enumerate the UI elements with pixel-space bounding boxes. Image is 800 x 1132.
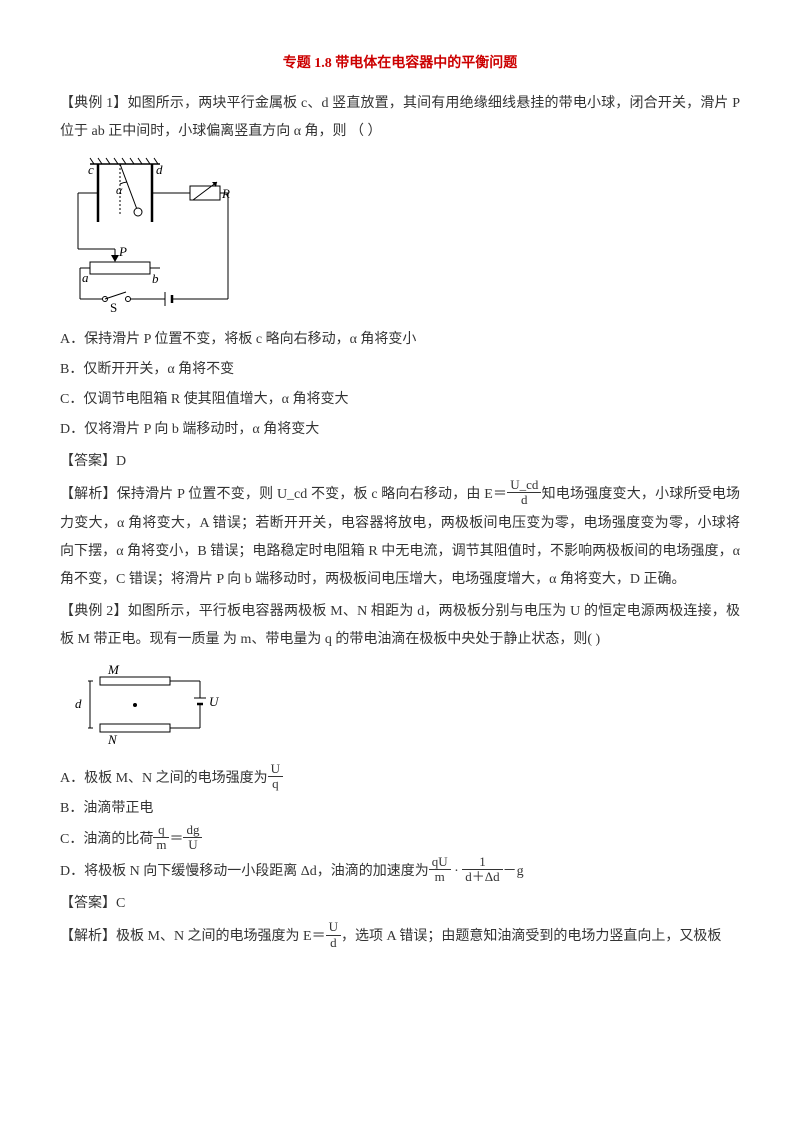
answer2: 【答案】C [60,890,740,918]
option-2b: B．油滴带正电 [60,795,740,823]
option-2a: A．极板 M、N 之间的电场强度为Uq [60,764,740,794]
option-2c-prefix: C．油滴的比荷 [60,832,153,847]
svg-text:c: c [88,162,94,177]
answer1: 【答案】D [60,448,740,476]
option-1c: C．仅调节电阻箱 R 使其阻值增大，α 角将变大 [60,386,740,414]
option-1b: B．仅断开开关，α 角将不变 [60,356,740,384]
option-2d-frac: qUm [429,855,451,885]
title-main: 带电体在电容器中的平衡问题 [335,56,517,71]
example1-text: 【典例 1】如图所示，两块平行金属板 c、d 竖直放置，其间有用绝缘细线悬挂的带… [60,90,740,146]
analysis1: 【解析】保持滑片 P 位置不变，则 U_cd 不变，板 c 略向右移动，由 E＝… [60,480,740,594]
svg-text:α: α [116,183,123,197]
analysis2-before: 极板 M、N 之间的电场强度为 E＝ [116,929,326,944]
analysis1-frac: U_cdd [507,478,541,508]
title-prefix: 专题 1.8 [283,56,336,71]
svg-text:a: a [82,270,89,285]
analysis2-label: 【解析】 [60,929,116,944]
svg-text:P: P [118,244,127,259]
option-2c: C．油滴的比荷qm＝dgU [60,825,740,855]
answer2-value: C [116,896,125,911]
option-1a: A．保持滑片 P 位置不变，将板 c 略向右移动，α 角将变小 [60,326,740,354]
analysis2-after: ，选项 A 错误；由题意知油滴受到的电场力竖直向上，又极板 [341,929,721,944]
svg-text:N: N [107,732,118,747]
option-2d-frac2: 1d＋Δd [462,855,502,885]
svg-text:U: U [209,694,220,709]
option-2c-eq: ＝ [169,832,183,847]
option-2c-frac1: qm [153,823,169,853]
example2-label: 【典例 2】 [60,604,128,619]
svg-text:d: d [156,162,163,177]
page-title: 专题 1.8 带电体在电容器中的平衡问题 [60,50,740,78]
option-2d-prefix: D．将极板 N 向下缓慢移动一小段距离 Δd，油滴的加速度为 [60,864,429,879]
example2-body: 如图所示，平行板电容器两极板 M、N 相距为 d，两极板分别与电压为 U 的恒定… [60,604,740,647]
example1-label: 【典例 1】 [60,96,127,111]
svg-text:d: d [75,696,82,711]
analysis1-label: 【解析】 [60,487,117,502]
option-2a-frac: Uq [268,762,283,792]
analysis1-before: 保持滑片 P 位置不变，则 U_cd 不变，板 c 略向右移动，由 E＝ [117,487,507,502]
svg-text:b: b [152,271,159,286]
answer1-label: 【答案】 [60,454,116,469]
analysis2-frac: Ud [326,920,341,950]
option-2a-prefix: A．极板 M、N 之间的电场强度为 [60,771,268,786]
option-2d: D．将极板 N 向下缓慢移动一小段距离 Δd，油滴的加速度为qUm · 1d＋Δ… [60,857,740,887]
example1-body: 如图所示，两块平行金属板 c、d 竖直放置，其间有用绝缘细线悬挂的带电小球，闭合… [60,96,740,139]
svg-text:M: M [107,662,120,677]
answer2-label: 【答案】 [60,896,116,911]
option-2d-suffix: －g [503,864,524,879]
option-1d: D．仅将滑片 P 向 b 端移动时，α 角将变大 [60,416,740,444]
example2-text: 【典例 2】如图所示，平行板电容器两极板 M、N 相距为 d，两极板分别与电压为… [60,598,740,654]
option-2c-frac2: dgU [183,823,202,853]
capacitor-diagram-2: M N d U [60,662,740,752]
analysis2: 【解析】极板 M、N 之间的电场强度为 E＝Ud，选项 A 错误；由题意知油滴受… [60,922,740,952]
svg-text:S: S [110,300,117,314]
circuit-diagram-1: c d α R a b P S [60,154,740,314]
answer1-value: D [116,454,126,469]
